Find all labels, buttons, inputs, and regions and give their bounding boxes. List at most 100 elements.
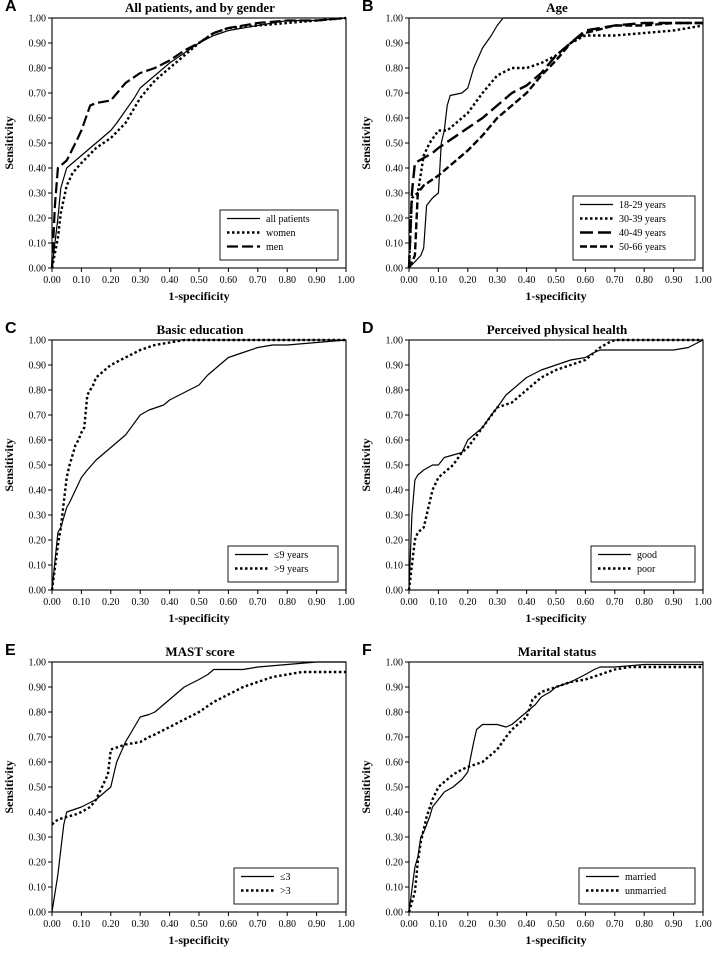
x-tick-label: 0.90 (665, 275, 683, 286)
y-tick-label: 0.70 (386, 89, 404, 100)
roc-panel-a: A All patients, and by gender 0.00 0.00 0.… (0, 0, 357, 322)
x-tick-label: 0.50 (190, 597, 208, 608)
legend-label: poor (637, 564, 656, 575)
x-axis-label: 1-specificity (525, 933, 586, 947)
x-tick-label: 0.20 (459, 919, 477, 930)
x-tick-label: 0.90 (308, 597, 326, 608)
roc-curve--3 (51, 670, 346, 826)
y-tick-label: 0.30 (386, 189, 404, 200)
y-tick-label: 0.40 (386, 486, 404, 497)
y-tick-label: 0.60 (386, 758, 404, 769)
y-tick-label: 0.40 (386, 808, 404, 819)
x-tick-label: 1.00 (694, 275, 712, 286)
x-tick-label: 0.40 (518, 919, 536, 930)
roc-chart: 0.000.00 0.10 0.10 0.20 0.20 0.30 0.30 0.40 0.40… (2, 658, 355, 948)
roc-curve-18-29-years (408, 17, 703, 269)
roc-curve-50-66-years (407, 21, 703, 269)
roc-curve--3 (51, 661, 346, 913)
y-axis-label: Sensitivity (359, 760, 373, 813)
x-tick-label: 1.00 (337, 919, 355, 930)
y-tick-label: 0.40 (386, 164, 404, 175)
y-tick-label: 0.80 (29, 386, 47, 397)
x-axis-label: 1-specificity (525, 611, 586, 625)
y-axis-label: Sensitivity (359, 116, 373, 169)
x-axis-label: 1-specificity (168, 611, 229, 625)
roc-panel-b: B Age 0.00 0.00 0.10 0.10 0.20 0.20 0.30 0.30 0.… (357, 0, 714, 322)
roc-chart: 0.000.00 0.10 0.10 0.20 0.20 0.30 0.30 0.40 0.40… (359, 336, 712, 626)
x-tick-label: 0.50 (547, 597, 565, 608)
x-tick-label: 0.00 (43, 597, 61, 608)
roc-chart: 0.000.00 0.10 0.10 0.20 0.20 0.30 0.30 0.40 0.40… (359, 14, 712, 304)
roc-panel-d: D Perceived physical health 0.00 0.00 0.10… (357, 320, 714, 644)
y-tick-label: 0.90 (29, 683, 47, 694)
y-tick-label: 0.30 (29, 189, 47, 200)
x-tick-label: 0.30 (131, 597, 149, 608)
x-tick-label: 0.00 (43, 919, 61, 930)
x-tick-label: 0.70 (606, 275, 624, 286)
roc-curve-men (50, 16, 347, 269)
y-tick-label: 1.00 (386, 14, 404, 25)
x-tick-label: 0.40 (161, 919, 179, 930)
panel-label: A (5, 0, 17, 15)
y-tick-label: 0.40 (29, 808, 47, 819)
legend-label: men (266, 242, 283, 253)
x-tick-label: 0.70 (249, 275, 267, 286)
legend-box (578, 867, 696, 905)
x-tick-label: 0.30 (488, 597, 506, 608)
y-tick-label: 0.90 (386, 361, 404, 372)
x-tick-label: 0.10 (430, 919, 448, 930)
y-tick-label: 0.30 (386, 511, 404, 522)
legend-label: 50-66 years (619, 242, 666, 253)
legend-label: >3 (280, 886, 291, 897)
y-tick-label: 1.00 (29, 336, 47, 347)
roc-chart: 0.000.00 0.10 0.10 0.20 0.20 0.30 0.30 0.40 0.40… (2, 336, 355, 626)
y-tick-label: 0.60 (29, 114, 47, 125)
y-tick-label: 0.80 (29, 708, 47, 719)
panel-label: C (5, 320, 17, 337)
legend-label: 30-39 years (619, 214, 666, 225)
y-axis-label: Sensitivity (2, 438, 16, 491)
y-tick-label: 0.00 (386, 586, 404, 597)
y-tick-label: 0.00 (386, 264, 404, 275)
legend-label: married (625, 872, 656, 883)
roc-panel-c: C Basic education 0.00 0.00 0.10 0.10 0.20 0.… (0, 320, 357, 644)
x-tick-label: 0.80 (635, 919, 653, 930)
y-tick-label: 0.50 (386, 461, 404, 472)
x-tick-label: 0.50 (190, 275, 208, 286)
y-tick-label: 0.50 (29, 783, 47, 794)
legend-box (572, 195, 696, 261)
roc-curve-good (408, 339, 704, 591)
x-tick-label: 0.70 (249, 919, 267, 930)
chart-title: Age (546, 0, 568, 15)
chart-title: Perceived physical health (486, 322, 628, 337)
legend-label: ≤3 (280, 872, 291, 883)
y-tick-label: 0.50 (386, 783, 404, 794)
roc-curve--9-years (51, 339, 347, 591)
chart-title: MAST score (165, 644, 235, 659)
x-tick-label: 0.00 (43, 275, 61, 286)
y-tick-label: 0.50 (29, 461, 47, 472)
y-tick-label: 0.20 (29, 536, 47, 547)
x-tick-label: 0.40 (518, 597, 536, 608)
x-tick-label: 0.90 (308, 919, 326, 930)
x-tick-label: 0.10 (73, 275, 91, 286)
x-tick-label: 0.30 (488, 275, 506, 286)
y-tick-label: 0.80 (386, 64, 404, 75)
y-tick-label: 0.20 (29, 858, 47, 869)
y-tick-label: 0.90 (386, 683, 404, 694)
x-tick-label: 0.50 (547, 919, 565, 930)
roc-panel-f: F Marital status 0.00 0.00 0.10 0.10 0.20 0.2… (357, 642, 714, 966)
x-tick-label: 0.10 (430, 597, 448, 608)
y-tick-label: 0.70 (29, 411, 47, 422)
x-tick-label: 0.10 (430, 275, 448, 286)
y-tick-label: 0.60 (29, 436, 47, 447)
legend-label: 40-49 years (619, 228, 666, 239)
legend-label: ≤9 years (274, 550, 308, 561)
y-tick-label: 0.70 (29, 89, 47, 100)
x-tick-label: 0.20 (459, 275, 477, 286)
roc-curve-married (408, 663, 703, 913)
y-tick-label: 0.50 (29, 139, 47, 150)
y-tick-label: 0.20 (386, 858, 404, 869)
y-tick-label: 0.20 (386, 214, 404, 225)
